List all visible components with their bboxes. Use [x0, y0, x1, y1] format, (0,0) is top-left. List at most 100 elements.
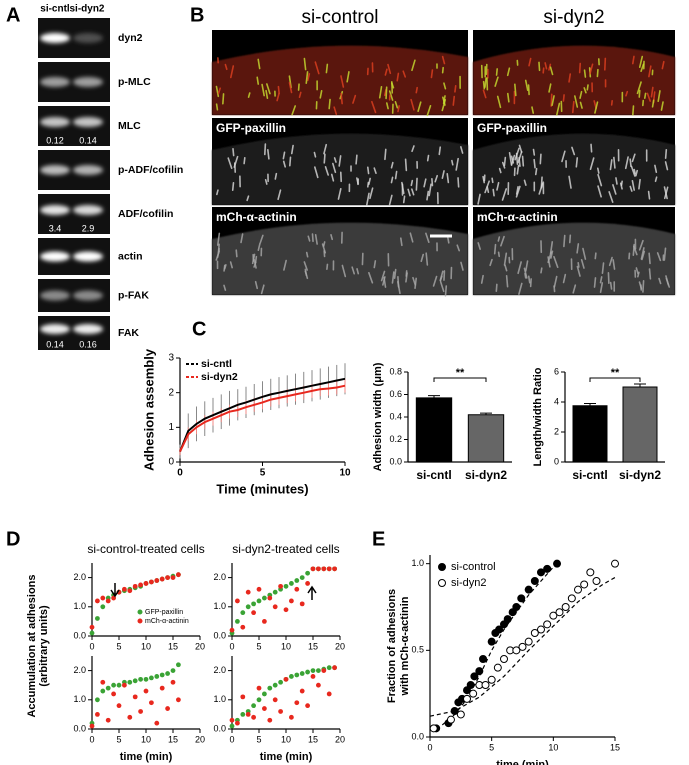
- adhesion-streak: [216, 189, 219, 196]
- adhesion-streak: [635, 169, 638, 177]
- data-point: [95, 616, 100, 621]
- adhesion-streak: [394, 170, 398, 180]
- adhesion-streak: [410, 98, 415, 111]
- adhesion-streak: [597, 185, 602, 198]
- adhesion-streak: [608, 256, 613, 267]
- adhesion-streak: [256, 76, 260, 85]
- adhesion-streak: [619, 182, 623, 190]
- data-point: [127, 679, 133, 685]
- adhesion-streak: [457, 177, 460, 188]
- data-point: [305, 570, 310, 576]
- adhesion-streak: [355, 154, 358, 165]
- cell-body: [212, 222, 468, 295]
- cell-body: [473, 133, 675, 205]
- adhesion-streak: [612, 259, 616, 270]
- adhesion-streak: [527, 275, 531, 284]
- y-tick-label: 1.0: [213, 601, 226, 611]
- adhesion-streak: [254, 280, 259, 290]
- adhesion-streak: [330, 173, 335, 182]
- adhesion-streak: [579, 90, 583, 99]
- adhesion-streak: [430, 69, 434, 79]
- adhesion-streak: [631, 153, 636, 163]
- adhesion-streak: [387, 63, 392, 75]
- significance-bracket: [589, 377, 641, 382]
- data-point: [555, 608, 564, 617]
- adhesion-streak: [298, 91, 302, 99]
- adhesion-streak: [523, 179, 527, 186]
- x-tick-label: 10: [141, 641, 151, 651]
- data-point: [487, 675, 496, 684]
- data-point: [89, 723, 95, 729]
- blot-ratio: 0.12: [46, 135, 64, 145]
- blot-ratio: 0.16: [79, 339, 97, 349]
- adhesion-streak: [229, 65, 235, 79]
- data-point: [299, 671, 305, 676]
- adhesion-streak: [650, 86, 654, 98]
- adhesion-streak: [283, 259, 287, 271]
- adhesion-streak: [426, 154, 430, 162]
- data-point: [154, 674, 160, 679]
- adhesion-streak: [425, 252, 429, 266]
- adhesion-streak: [460, 261, 464, 271]
- data-point: [170, 668, 176, 673]
- blot-label: FAK: [118, 327, 139, 339]
- data-point: [316, 682, 321, 688]
- x-tick-label: 20: [335, 734, 345, 744]
- adhesion-streak: [325, 63, 329, 74]
- adhesion-streak: [637, 271, 640, 278]
- y-tick-label: 0.2: [389, 434, 402, 444]
- data-point: [127, 588, 133, 594]
- adhesion-streak: [638, 239, 644, 251]
- adhesion-streak: [553, 275, 558, 288]
- adhesion-streak: [589, 63, 594, 75]
- blot-band: [73, 117, 103, 127]
- y-tick-label: 1.0: [73, 601, 86, 611]
- y-axis-label: Length/width Ratio: [532, 367, 544, 466]
- adhesion-streak: [426, 190, 430, 201]
- adhesion-streak: [307, 235, 311, 242]
- adhesion-streak: [664, 161, 669, 171]
- legend-swatch: [438, 563, 446, 571]
- adhesion-streak: [277, 189, 282, 201]
- adhesion-streak: [494, 76, 499, 87]
- adhesion-streak: [501, 188, 508, 201]
- adhesion-streak: [518, 282, 523, 295]
- data-point: [456, 710, 465, 719]
- adhesion-streak: [231, 182, 235, 192]
- adhesion-streak: [444, 285, 448, 297]
- legend-label: si-control: [451, 561, 496, 573]
- x-tick-label: 5: [116, 734, 121, 744]
- adhesion-streak: [439, 280, 445, 293]
- adhesion-streak: [455, 157, 459, 171]
- adhesion-streak: [579, 101, 583, 109]
- bar: [622, 386, 658, 463]
- adhesion-streak: [223, 264, 226, 272]
- adhesion-streak: [356, 268, 360, 275]
- blot-ratio: 2.9: [82, 223, 95, 233]
- adhesion-streak: [276, 92, 280, 102]
- adhesion-streak: [420, 253, 425, 263]
- blot-band: [40, 290, 70, 301]
- adhesion-streak: [657, 90, 661, 103]
- x-tick-label: 10: [141, 734, 151, 744]
- adhesion-streak: [451, 159, 454, 166]
- adhesion-streak: [411, 145, 415, 153]
- x-tick-label: 5: [256, 641, 261, 651]
- adhesion-streak: [380, 270, 386, 282]
- data-point: [170, 679, 176, 685]
- y-tick-label: 0.0: [213, 723, 226, 733]
- adhesion-streak: [400, 237, 403, 247]
- adhesion-streak: [615, 177, 618, 185]
- adhesion-streak: [508, 151, 513, 166]
- blot-ratio: 0.14: [46, 339, 64, 349]
- adhesion-streak: [306, 73, 311, 82]
- adhesion-streak: [423, 178, 427, 188]
- adhesion-streak: [596, 68, 599, 78]
- adhesion-streak: [495, 283, 498, 292]
- adhesion-streak: [486, 186, 490, 193]
- data-point: [176, 572, 181, 578]
- data-point: [543, 564, 552, 573]
- data-point: [463, 694, 471, 703]
- adhesion-streak: [489, 258, 493, 267]
